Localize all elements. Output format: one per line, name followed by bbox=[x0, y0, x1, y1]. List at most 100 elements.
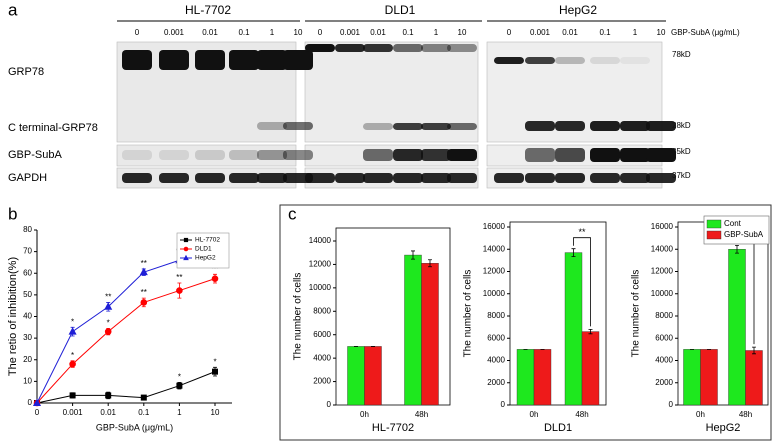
dose-label: 0.01 bbox=[202, 28, 218, 37]
y-tick-label: 4000 bbox=[313, 353, 331, 362]
point bbox=[140, 394, 147, 401]
band bbox=[229, 150, 259, 160]
band bbox=[620, 121, 650, 131]
band bbox=[159, 50, 189, 70]
band bbox=[363, 149, 393, 161]
y-tick-label: 8000 bbox=[487, 311, 505, 320]
panel-label: a bbox=[8, 0, 18, 19]
bar bbox=[564, 252, 583, 406]
y-tick-label: 2000 bbox=[313, 377, 331, 386]
y-tick-label: 14000 bbox=[483, 244, 506, 253]
dose-label: 1 bbox=[633, 28, 638, 37]
band bbox=[447, 123, 477, 130]
y-tick-label: 12000 bbox=[309, 260, 332, 269]
dose-label: 1 bbox=[434, 28, 439, 37]
band bbox=[122, 150, 152, 160]
band bbox=[159, 173, 189, 183]
band bbox=[283, 50, 313, 70]
kd-label: 78kD bbox=[672, 50, 691, 59]
cell-line-header: DLD1 bbox=[385, 3, 416, 17]
error-bar bbox=[735, 244, 739, 254]
x-tick-label: 1 bbox=[177, 408, 182, 417]
y-tick-label: 0 bbox=[327, 400, 332, 409]
significance-bracket bbox=[573, 237, 591, 327]
error-bar bbox=[411, 250, 415, 260]
legend-label: HL-7702 bbox=[195, 237, 220, 244]
y-axis-label: The number of cells bbox=[293, 273, 304, 361]
y-tick-label: 50 bbox=[23, 290, 32, 299]
point bbox=[139, 267, 148, 276]
dose-label: 10 bbox=[458, 28, 467, 37]
y-tick-label: 8000 bbox=[655, 311, 673, 320]
treatment-label: GBP-SubA (μg/mL) bbox=[671, 28, 740, 37]
band bbox=[363, 44, 393, 52]
y-tick-label: 2000 bbox=[655, 378, 673, 387]
band bbox=[620, 57, 650, 64]
x-tick-label: 0h bbox=[530, 410, 539, 419]
band bbox=[229, 173, 259, 183]
band bbox=[555, 57, 585, 64]
bar bbox=[700, 349, 718, 406]
y-tick-label: 12000 bbox=[483, 267, 506, 276]
legend-swatch bbox=[706, 219, 722, 229]
band bbox=[525, 57, 555, 64]
x-tick-label: 10 bbox=[211, 408, 220, 417]
point bbox=[183, 237, 189, 243]
y-tick-label: 6000 bbox=[655, 333, 673, 342]
band bbox=[620, 148, 650, 162]
kd-label: 37kD bbox=[672, 171, 691, 180]
band bbox=[646, 173, 676, 183]
x-tick-label: 0.001 bbox=[63, 408, 84, 417]
band bbox=[421, 173, 451, 183]
band bbox=[195, 173, 225, 183]
band bbox=[393, 44, 423, 52]
y-tick-label: 80 bbox=[23, 225, 32, 234]
band bbox=[590, 57, 620, 64]
point bbox=[68, 327, 77, 335]
band bbox=[555, 173, 585, 183]
point bbox=[69, 360, 76, 368]
x-tick-label: 0h bbox=[696, 410, 705, 419]
band bbox=[159, 150, 189, 160]
x-tick-label: 0 bbox=[35, 408, 40, 417]
point bbox=[104, 328, 112, 335]
dose-label: 10 bbox=[294, 28, 303, 37]
significance: * bbox=[213, 357, 216, 366]
bar bbox=[421, 263, 439, 406]
band bbox=[229, 50, 259, 70]
band bbox=[646, 121, 676, 131]
band bbox=[195, 150, 225, 160]
legend-label: Cont bbox=[724, 219, 742, 228]
band bbox=[421, 149, 451, 161]
x-tick-label: 48h bbox=[739, 410, 752, 419]
series-line bbox=[36, 371, 216, 404]
band bbox=[447, 173, 477, 183]
band bbox=[421, 123, 451, 130]
band bbox=[590, 173, 620, 183]
y-tick-label: 40 bbox=[23, 312, 32, 321]
band bbox=[257, 173, 287, 183]
dose-label: 0.001 bbox=[164, 28, 185, 37]
plot-frame bbox=[335, 227, 451, 406]
point bbox=[183, 246, 189, 252]
band bbox=[447, 149, 477, 161]
band bbox=[363, 173, 393, 183]
y-tick-label: 10000 bbox=[483, 289, 506, 298]
y-tick-label: 4000 bbox=[487, 356, 505, 365]
dose-label: 1 bbox=[270, 28, 275, 37]
dose-label: 0 bbox=[318, 28, 323, 37]
error-bar bbox=[571, 248, 576, 257]
plot-frame bbox=[509, 221, 607, 406]
point bbox=[211, 275, 219, 282]
bar bbox=[745, 350, 763, 406]
x-tick-label: 48h bbox=[415, 410, 428, 419]
band bbox=[122, 50, 152, 70]
point bbox=[176, 287, 183, 294]
y-tick-label: 30 bbox=[23, 333, 32, 342]
band bbox=[257, 122, 287, 130]
y-tick-label: 14000 bbox=[309, 236, 332, 245]
series-line bbox=[36, 278, 216, 404]
panel-frame bbox=[279, 204, 772, 441]
y-tick-label: 10 bbox=[23, 376, 32, 385]
